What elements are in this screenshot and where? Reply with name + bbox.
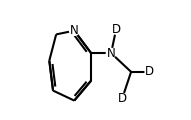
Text: N: N bbox=[70, 24, 79, 37]
Circle shape bbox=[118, 93, 127, 103]
Circle shape bbox=[70, 26, 79, 35]
Text: D: D bbox=[145, 65, 154, 78]
Circle shape bbox=[145, 67, 155, 77]
Circle shape bbox=[106, 48, 116, 58]
Circle shape bbox=[111, 25, 121, 34]
Text: N: N bbox=[107, 47, 116, 60]
Text: D: D bbox=[118, 92, 127, 105]
Text: D: D bbox=[112, 23, 121, 36]
